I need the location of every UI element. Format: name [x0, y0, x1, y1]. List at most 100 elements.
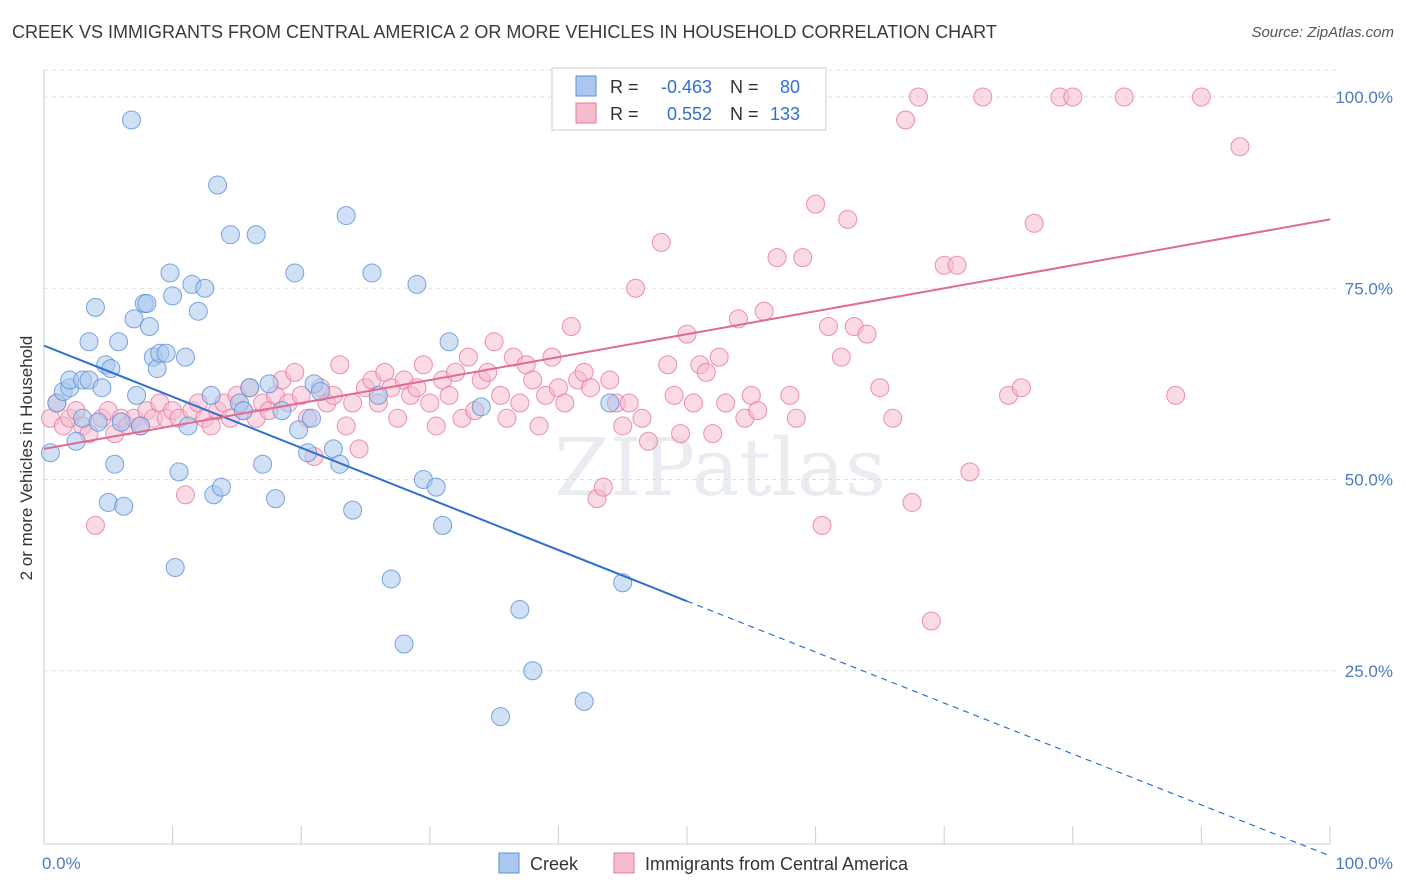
x-tick-label-max: 100.0% [1335, 854, 1393, 873]
creek-point [220, 225, 240, 245]
legend-r-label-creek: R = [610, 77, 639, 97]
bottom-legend-swatch-creek [498, 852, 520, 874]
immigrants-point [600, 370, 620, 390]
bottom-legend-swatch-immigrants [613, 852, 635, 874]
legend-box-frame [551, 67, 827, 131]
creek-point [121, 110, 141, 130]
immigrants-point [831, 347, 851, 367]
creek-point [111, 412, 131, 432]
immigrants-point [857, 324, 877, 344]
immigrants-point [671, 424, 691, 444]
immigrants-point [593, 477, 613, 497]
immigrants-point [960, 462, 980, 482]
immigrants-point [806, 194, 826, 214]
legend-r-label-immigrants: R = [610, 104, 639, 124]
immigrants-point [818, 317, 838, 336]
creek-point [85, 297, 105, 317]
immigrants-point [1191, 87, 1211, 107]
immigrants-point [388, 408, 408, 428]
creek-point [160, 263, 180, 283]
immigrants-point [1166, 385, 1186, 405]
creek-point [114, 496, 134, 516]
immigrants-point [330, 355, 350, 375]
immigrants-point [478, 362, 498, 382]
creek-point [127, 385, 147, 405]
chart-title: CREEK VS IMMIGRANTS FROM CENTRAL AMERICA… [12, 22, 997, 42]
source-credit: Source: ZipAtlas.com [1251, 24, 1394, 41]
creek-point [289, 420, 309, 440]
immigrants-point [696, 362, 716, 382]
creek-point [426, 477, 446, 497]
creek-point [574, 691, 594, 711]
legend-r-value-creek: -0.463 [661, 77, 712, 97]
creek-point [246, 225, 266, 245]
bottom-legend-label-immigrants: Immigrants from Central America [645, 854, 909, 874]
creek-point [163, 286, 183, 306]
immigrants-point [349, 439, 369, 459]
creek-point [394, 634, 414, 654]
immigrants-point [336, 416, 356, 436]
immigrants-point [786, 408, 806, 428]
immigrants-point [632, 408, 652, 428]
series-immigrants-points [40, 87, 1250, 631]
y-tick-label: 75.0% [1345, 279, 1393, 298]
immigrants-point [523, 370, 543, 390]
immigrants-point [175, 485, 195, 505]
creek-point [188, 301, 208, 321]
creek-point [523, 661, 543, 681]
immigrants-point [651, 232, 671, 252]
legend-n-label-creek: N = [730, 77, 759, 97]
y-tick-label: 100.0% [1335, 88, 1393, 107]
immigrants-point [973, 87, 993, 107]
legend-n-label-immigrants: N = [730, 104, 759, 124]
creek-point [195, 278, 215, 298]
immigrants-point [1114, 87, 1134, 107]
immigrants-point [748, 401, 768, 421]
immigrants-point [458, 347, 478, 367]
x-tick-label-min: 0.0% [42, 854, 81, 873]
immigrants-point [484, 332, 504, 352]
immigrants-point [1230, 137, 1250, 157]
immigrants-point [1011, 378, 1031, 398]
immigrants-point [613, 416, 633, 436]
creek-point [105, 454, 125, 474]
immigrants-point [703, 424, 723, 444]
immigrants-point [683, 393, 703, 413]
immigrants-point [716, 393, 736, 413]
immigrants-point [561, 317, 581, 336]
immigrants-point [291, 385, 311, 405]
immigrants-point [947, 255, 967, 275]
creek-point [124, 309, 144, 329]
immigrants-point [658, 355, 678, 375]
creek-point [491, 707, 511, 727]
y-axis-label: 2 or more Vehicles in Household [17, 336, 36, 581]
immigrants-point [664, 385, 684, 405]
creek-point [253, 454, 273, 474]
immigrants-point [908, 87, 928, 107]
creek-point [137, 294, 157, 314]
immigrants-point [870, 378, 890, 398]
legend-swatch-immigrants [575, 102, 597, 124]
creek-point [211, 477, 231, 497]
bottom-legend: Creek Immigrants from Central America [498, 852, 909, 874]
immigrants-point [343, 393, 363, 413]
creek-point [156, 343, 176, 363]
creek-point [336, 206, 356, 226]
creek-point [79, 332, 99, 352]
immigrants-point [413, 355, 433, 375]
creek-point [362, 263, 382, 283]
immigrants-point [420, 393, 440, 413]
creek-point [201, 385, 221, 405]
immigrants-point [510, 393, 530, 413]
immigrants-point [838, 209, 858, 229]
creek-point [471, 397, 491, 417]
trend-lines [43, 218, 1331, 857]
immigrants-point [780, 385, 800, 405]
creek-point [433, 515, 453, 535]
immigrants-point [85, 515, 105, 535]
immigrants-point [426, 416, 446, 436]
immigrants-point [285, 362, 305, 382]
legend-n-value-creek: 80 [780, 77, 800, 97]
creek-point [259, 374, 279, 394]
